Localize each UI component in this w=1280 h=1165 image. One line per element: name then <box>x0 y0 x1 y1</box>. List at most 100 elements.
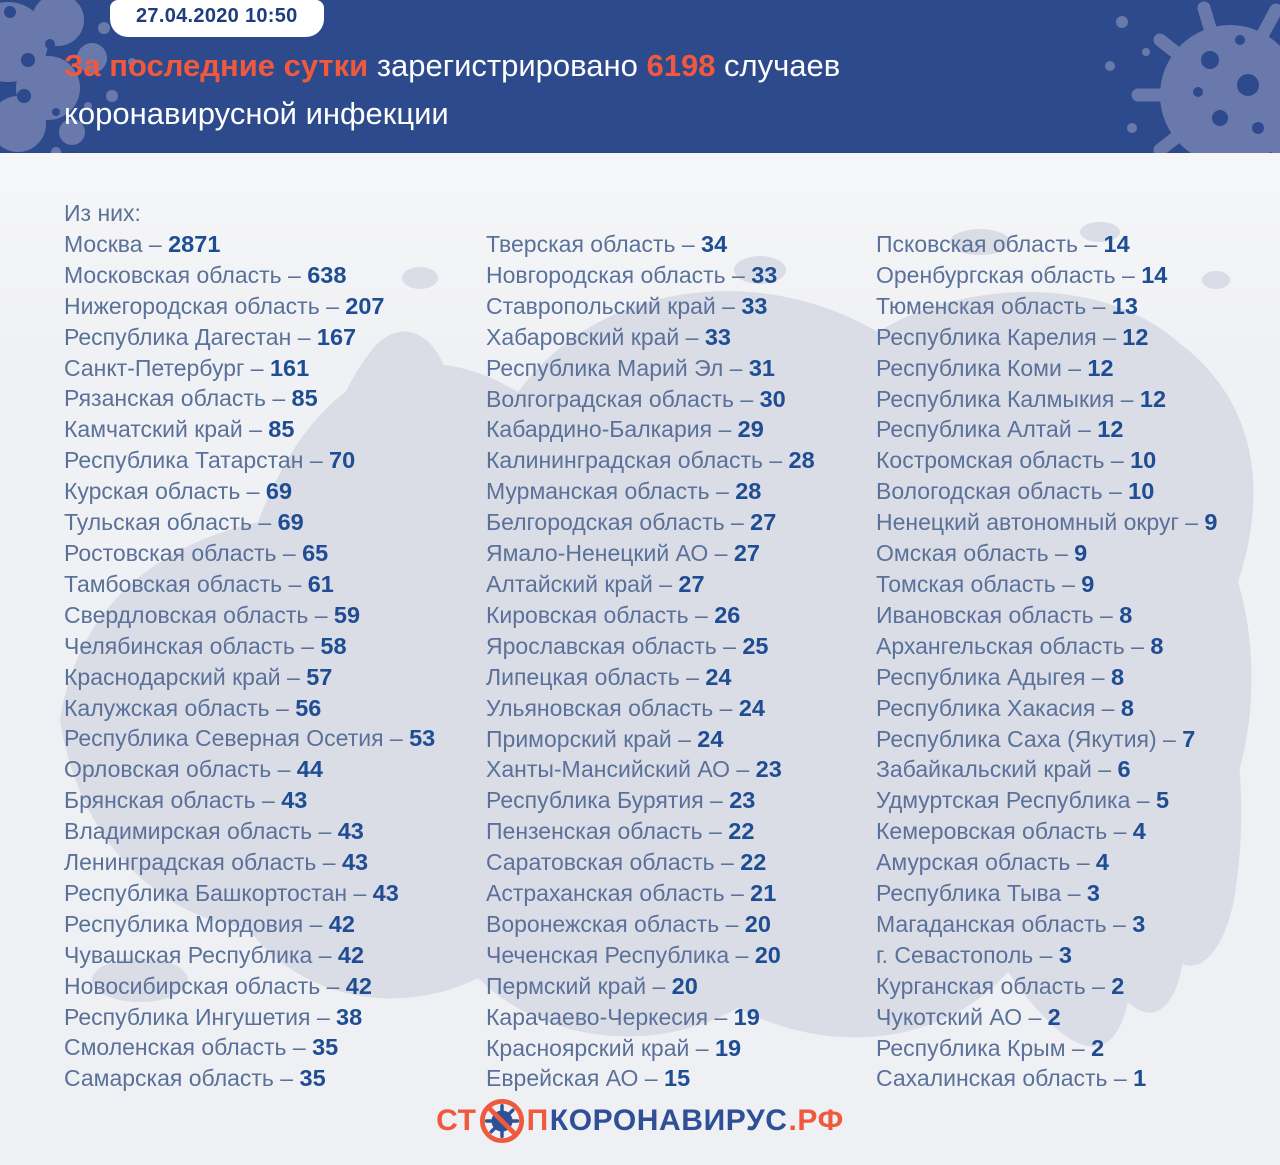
region-name: Чукотский АО – <box>876 1003 1048 1030</box>
region-row: Хабаровский край – 33 <box>486 322 906 353</box>
region-name: Приморский край – <box>486 725 698 752</box>
region-name: Воронежская область – <box>486 910 745 937</box>
region-value: 638 <box>307 261 347 288</box>
region-row: Краснодарский край – 57 <box>64 662 484 693</box>
region-value: 3 <box>1058 941 1072 968</box>
region-value: 2 <box>1091 1034 1105 1061</box>
region-row: Саратовская область – 22 <box>486 847 906 878</box>
region-name: Мурманская область – <box>486 478 736 505</box>
region-row: Республика Крым – 2 <box>876 1033 1280 1064</box>
region-value: 70 <box>329 447 356 474</box>
region-value: 20 <box>744 910 771 937</box>
region-name: Кабардино-Балкария – <box>486 416 738 443</box>
region-name: Курская область – <box>64 478 266 505</box>
logo-text-p: П <box>526 1104 549 1137</box>
region-row: Брянская область – 43 <box>64 785 484 816</box>
logo-text-rf: .РФ <box>788 1104 844 1137</box>
region-value: 2871 <box>168 230 221 257</box>
region-row: Омская область – 9 <box>876 538 1280 569</box>
region-name: Республика Калмыкия – <box>876 385 1140 412</box>
region-value: 19 <box>733 1003 760 1030</box>
region-name: Алтайский край – <box>486 570 679 597</box>
region-row: Волгоградская область – 30 <box>486 384 906 415</box>
region-row: Республика Адыгея – 8 <box>876 662 1280 693</box>
region-name: Удмуртская Республика – <box>876 787 1156 814</box>
region-name: Курганская область – <box>876 972 1112 999</box>
date-badge: 27.04.2020 10:50 <box>110 0 324 37</box>
region-row: Орловская область – 44 <box>64 754 484 785</box>
region-name: Республика Тыва – <box>876 880 1087 907</box>
region-name: Самарская область – <box>64 1065 300 1092</box>
region-name: Новгородская область – <box>486 261 752 288</box>
region-value: 25 <box>742 632 769 659</box>
region-row: Новосибирская область – 42 <box>64 971 484 1002</box>
region-value: 61 <box>307 570 334 597</box>
region-value: 65 <box>302 539 329 566</box>
region-row: Белгородская область – 27 <box>486 507 906 538</box>
region-name: Еврейская АО – <box>486 1065 664 1092</box>
title-highlight-1: За последние сутки <box>64 48 369 83</box>
region-value: 4 <box>1132 818 1146 845</box>
region-name: Оренбургская область – <box>876 261 1142 288</box>
region-name: Республика Северная Осетия – <box>64 725 410 752</box>
region-name: Новосибирская область – <box>64 972 346 999</box>
date-text: 27.04.2020 10:50 <box>136 5 298 27</box>
region-value: 35 <box>312 1034 339 1061</box>
region-name: Кировская область – <box>486 601 715 628</box>
region-value: 9 <box>1074 540 1088 567</box>
region-row: Тверская область – 34 <box>486 229 906 260</box>
region-value: 14 <box>1103 231 1130 257</box>
title-total-cases: 6198 <box>646 48 716 83</box>
region-name: Республика Ингушетия – <box>64 1003 337 1030</box>
region-name: Республика Мордовия – <box>64 910 329 937</box>
region-row: Республика Дагестан – 167 <box>64 322 484 353</box>
region-name: Нижегородская область – <box>64 292 346 319</box>
region-name: Республика Татарстан – <box>64 447 329 474</box>
region-value: 58 <box>320 632 347 659</box>
region-row: Ставропольский край – 33 <box>486 291 906 322</box>
region-name: Республика Дагестан – <box>64 323 317 350</box>
region-value: 26 <box>714 601 741 628</box>
region-value: 59 <box>333 601 361 628</box>
region-row: Воронежская область – 20 <box>486 909 906 940</box>
region-row: Республика Татарстан – 70 <box>64 445 484 476</box>
region-row: Нижегородская область – 207 <box>64 291 484 322</box>
region-name: Республика Хакасия – <box>876 694 1121 721</box>
region-name: Вологодская область – <box>876 478 1129 505</box>
region-row: Ямало-Ненецкий АО – 27 <box>486 538 906 569</box>
region-row: Республика Ингушетия – 38 <box>64 1002 484 1033</box>
region-name: Ставропольский край – <box>486 292 742 319</box>
region-value: 8 <box>1111 663 1125 690</box>
region-name: Ханты-Мансийский АО – <box>486 756 756 783</box>
region-name: Республика Крым – <box>876 1034 1092 1061</box>
region-name: Белгородская область – <box>486 509 751 536</box>
region-value: 24 <box>697 725 724 752</box>
region-row: Тульская область – 69 <box>64 507 484 538</box>
region-value: 43 <box>281 787 308 814</box>
region-value: 14 <box>1141 261 1168 288</box>
stats-column-2: Тверская область – 34 Новгородская област… <box>486 229 906 1094</box>
region-row: Свердловская область – 59 <box>64 600 484 631</box>
region-row: Забайкальский край – 6 <box>876 754 1280 785</box>
region-value: 19 <box>714 1034 742 1061</box>
region-value: 27 <box>733 540 760 567</box>
header: 27.04.2020 10:50 За последние сутки заре… <box>0 0 1280 153</box>
region-name: Калининградская область – <box>486 447 789 474</box>
region-row: Самарская область – 35 <box>64 1063 484 1094</box>
title-text-2: случаев <box>715 48 841 83</box>
region-name: Кемеровская область – <box>876 818 1133 845</box>
region-name: Забайкальский край – <box>876 756 1118 783</box>
region-name: Смоленская область – <box>64 1034 313 1061</box>
region-row: Калининградская область – 28 <box>486 445 906 476</box>
region-row: Смоленская область – 35 <box>64 1032 484 1063</box>
stats-column-3: Псковская область – 14 Оренбургская облас… <box>876 229 1280 1094</box>
region-value: 43 <box>372 879 399 906</box>
region-row: Республика Хакасия – 8 <box>876 693 1280 724</box>
region-value: 9 <box>1204 509 1218 536</box>
region-name: Пермский край – <box>486 972 672 999</box>
region-row: Пермский край – 20 <box>486 971 906 1002</box>
region-value: 38 <box>336 1003 363 1030</box>
title-text-1: зарегистрировано <box>368 48 647 83</box>
region-value: 85 <box>268 416 295 443</box>
region-value: 6 <box>1117 756 1131 783</box>
